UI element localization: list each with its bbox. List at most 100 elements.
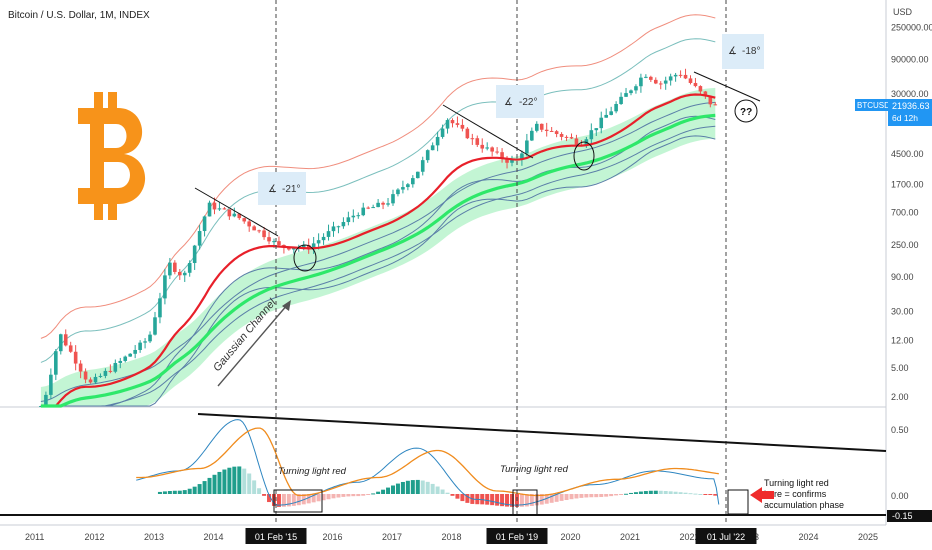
histogram-bar <box>222 469 227 494</box>
time-marker-label: 01 Feb '19 <box>496 532 538 542</box>
histogram-bar <box>361 494 366 496</box>
candle-body <box>639 77 643 87</box>
trendline-3[interactable] <box>693 71 761 102</box>
candle-body <box>381 202 385 205</box>
candle-body <box>326 231 331 237</box>
histogram-bar <box>638 491 643 494</box>
time-axis[interactable]: 2011 2012 2013 2014 2016 2017 2018 2020 2021 2022… <box>25 528 878 544</box>
price-tick: 2.00 <box>891 392 909 402</box>
candle-body <box>415 171 420 179</box>
candle-body <box>445 120 450 129</box>
question-circle[interactable] <box>734 99 758 123</box>
gaussian-channel-fill <box>40 87 716 407</box>
candle-body <box>539 123 544 130</box>
time-tick: 2014 <box>204 532 224 542</box>
candle-body <box>450 120 455 124</box>
candle-body <box>301 244 306 248</box>
histogram-bar <box>450 494 455 496</box>
candle-body <box>138 342 142 350</box>
price-unit-label: USD <box>893 7 913 17</box>
candle-body <box>589 130 594 140</box>
angle-box-2[interactable]: ∡ -22° <box>496 85 544 118</box>
candle-body <box>708 96 713 105</box>
price-axis[interactable]: 250000.00 90000.00 30000.00 4500.00 1700.00 7… <box>891 22 932 402</box>
histogram-bar <box>192 486 197 494</box>
histogram-bar <box>599 494 604 498</box>
angle-box-3[interactable]: ∡ -18° <box>722 34 764 69</box>
histogram-bar <box>524 494 529 507</box>
envelope-band <box>40 115 716 407</box>
candle-body <box>287 247 291 250</box>
candle-body <box>232 213 237 217</box>
histogram-bar <box>495 494 500 506</box>
price-tick: 4500.00 <box>891 149 924 159</box>
candle-body <box>465 128 470 139</box>
highlight-box-2015[interactable] <box>273 489 323 513</box>
histogram-bar <box>227 467 232 494</box>
histogram-bar <box>539 494 544 505</box>
histogram-bar <box>267 494 272 503</box>
chart-title[interactable]: Bitcoin / U.S. Dollar, 1M, INDEX <box>8 10 150 21</box>
histogram-bar <box>400 481 405 494</box>
oscillator-trendline[interactable] <box>197 413 887 452</box>
histogram-bar <box>713 494 718 496</box>
candle-body <box>401 187 405 190</box>
candle-body <box>609 111 613 115</box>
time-tick: 2020 <box>561 532 581 542</box>
candle-body <box>649 76 653 80</box>
candle-body <box>698 86 703 92</box>
time-tick: 2012 <box>85 532 105 542</box>
candle-body <box>668 76 673 81</box>
histogram-bar <box>708 494 713 495</box>
candle-body <box>683 74 688 79</box>
osc-tick-0: 0.50 <box>891 425 909 435</box>
osc-tick-1: 0.00 <box>891 491 909 501</box>
candle-body <box>83 371 88 380</box>
trendline-2[interactable] <box>442 104 534 159</box>
histogram-bar <box>519 494 524 507</box>
histogram-bar <box>678 492 683 494</box>
angle-box-1[interactable]: ∡ -21° <box>258 172 306 205</box>
candle-body <box>88 379 93 383</box>
angle-icon: ∡ <box>728 46 737 57</box>
candle-body <box>113 362 118 372</box>
candle-body <box>490 147 494 152</box>
osc-current-tag[interactable]: -0.15 <box>887 510 932 522</box>
histogram-bar <box>316 494 321 502</box>
histogram-bar <box>172 490 177 494</box>
current-price-tag[interactable]: BTCUSD 21936.63 6d 12h <box>855 99 932 126</box>
candle-body <box>346 217 351 223</box>
circle-2020[interactable] <box>573 141 595 171</box>
histogram-bar <box>242 468 247 494</box>
candle-body <box>187 263 192 273</box>
highlight-box-2019[interactable] <box>512 489 538 516</box>
candle-body <box>663 80 668 84</box>
candle-body <box>420 160 425 172</box>
candle-body <box>306 244 311 250</box>
turning-label-2: Turning light red <box>500 464 569 475</box>
price-tick: 12.00 <box>891 336 914 346</box>
oscillator-lines-layer <box>136 419 720 506</box>
candle-body <box>272 241 276 243</box>
histogram-bar <box>619 494 624 495</box>
histogram-bar <box>688 493 693 495</box>
candle-body <box>182 272 187 276</box>
histogram-bar <box>559 494 564 501</box>
histogram-bar <box>405 480 410 494</box>
candle-body <box>108 370 113 372</box>
circle-2015[interactable] <box>293 244 317 272</box>
envelope-band <box>40 38 716 363</box>
time-marker-bg <box>486 528 548 544</box>
time-tick: 2024 <box>799 532 819 542</box>
candle-body <box>544 129 549 131</box>
price-tick: 90000.00 <box>891 55 929 65</box>
candle-body <box>267 237 271 242</box>
candle-body <box>197 231 202 246</box>
trendline-1[interactable] <box>194 187 279 237</box>
angle-label-1: -21° <box>282 184 300 195</box>
histogram-bar <box>633 492 638 494</box>
highlight-box-2022[interactable] <box>727 489 749 515</box>
candle-countdown: 6d 12h <box>892 113 918 123</box>
candle-body <box>525 140 529 154</box>
